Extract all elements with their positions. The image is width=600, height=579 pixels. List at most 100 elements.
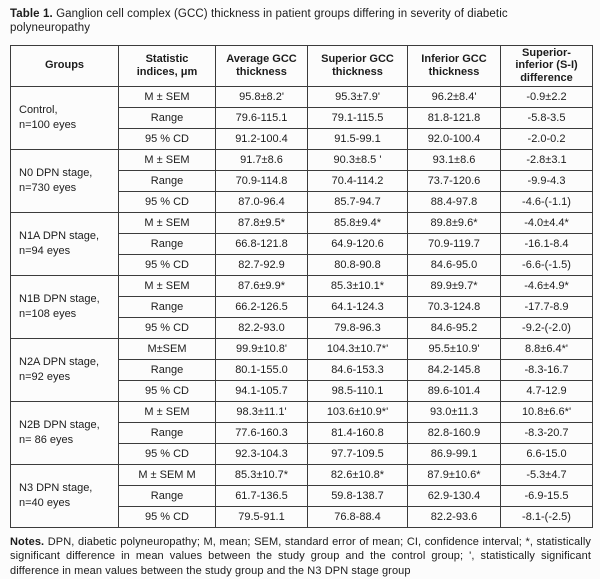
value-cell: 79.6-115.1: [215, 106, 308, 129]
stat-index-cell: Range: [118, 358, 216, 381]
value-cell: 8.8±6.4*': [500, 337, 593, 360]
value-cell: -4.0±4.4*: [500, 211, 593, 234]
group-name-cell: N2B DPN stage, n= 86 eyes: [10, 400, 119, 465]
value-cell: 95.5±10.9': [407, 337, 501, 360]
value-cell: 86.9-99.1: [407, 442, 501, 465]
value-cell: 70.3-124.8: [407, 295, 501, 318]
value-cell: 88.4-97.8: [407, 190, 501, 213]
value-cell: 82.6±10.8*: [307, 463, 408, 486]
header-si-difference: Superior- inferior (S-I) difference: [500, 44, 593, 87]
notes-label: Notes.: [10, 535, 45, 548]
value-cell: -17.7-8.9: [500, 295, 593, 318]
stat-index-cell: Range: [118, 232, 216, 255]
stat-index-cell: Range: [118, 295, 216, 318]
value-cell: 87.8±9.5*: [215, 211, 308, 234]
group-name-cell: N1B DPN stage, n=108 eyes: [10, 274, 119, 339]
group-name-cell: Control, n=100 eyes: [10, 85, 119, 150]
group-name-cell: N2A DPN stage, n=92 eyes: [10, 337, 119, 402]
value-cell: 81.8-121.8: [407, 106, 501, 129]
table-row: Range 66.8-121.8 64.9-120.6 70.9-119.7 -16.1…: [11, 232, 593, 255]
value-cell: 92.0-100.4: [407, 127, 501, 150]
value-cell: 70.9-114.8: [215, 169, 308, 192]
header-superior-gcc: Superior GCC thickness: [307, 44, 408, 87]
value-cell: -8.3-16.7: [500, 358, 593, 381]
stat-index-cell: 95 % CD: [118, 379, 216, 402]
stat-index-cell: 95 % CD: [118, 190, 216, 213]
value-cell: 84.6-95.2: [407, 316, 501, 339]
value-cell: 80.1-155.0: [215, 358, 308, 381]
value-cell: 81.4-160.8: [307, 421, 408, 444]
value-cell: 70.4-114.2: [307, 169, 408, 192]
value-cell: 61.7-136.5: [215, 484, 308, 507]
value-cell: 95.8±8.2': [215, 85, 308, 108]
table-header: Groups Statistic indices, μm Average GCC…: [10, 44, 593, 87]
table-row: N0 DPN stage, n=730 eyes M ± SEM 91.7±8.6 9…: [10, 148, 593, 213]
value-cell: 87.0-96.4: [215, 190, 308, 213]
value-cell: -4.6-(-1.1): [500, 190, 593, 213]
table-row: 95 % CD 94.1-105.7 98.5-110.1 89.6-101.4 4.7…: [11, 379, 593, 402]
value-cell: 98.5-110.1: [307, 379, 408, 402]
table-title: Table 1. Ganglion cell complex (GCC) thi…: [10, 7, 591, 36]
stat-index-cell: Range: [118, 106, 216, 129]
table-row: 95 % CD 79.5-91.1 76.8-88.4 82.2-93.6 -8.1-(…: [11, 505, 593, 528]
value-cell: 80.8-90.8: [307, 253, 408, 276]
value-cell: 70.9-119.7: [407, 232, 501, 255]
value-cell: 79.8-96.3: [307, 316, 408, 339]
value-cell: 91.7±8.6: [215, 148, 308, 171]
value-cell: 104.3±10.7*': [307, 337, 408, 360]
group-name-cell: N0 DPN stage, n=730 eyes: [10, 148, 119, 213]
value-cell: 82.2-93.6: [407, 505, 501, 528]
stat-index-cell: 95 % CD: [118, 127, 216, 150]
value-cell: 73.7-120.6: [407, 169, 501, 192]
value-cell: 64.9-120.6: [307, 232, 408, 255]
value-cell: 79.1-115.5: [307, 106, 408, 129]
stat-index-cell: M ± SEM: [118, 211, 216, 234]
header-inferior-gcc: Inferior GCC thickness: [407, 44, 501, 87]
value-cell: -16.1-8.4: [500, 232, 593, 255]
table-row: Control, n=100 eyes M ± SEM 95.8±8.2' 95.3±…: [10, 85, 593, 150]
stat-index-cell: M ± SEM: [118, 85, 216, 108]
value-cell: 92.3-104.3: [215, 442, 308, 465]
value-cell: 89.9±9.7*: [407, 274, 501, 297]
value-cell: 66.2-126.5: [215, 295, 308, 318]
value-cell: 79.5-91.1: [215, 505, 308, 528]
value-cell: -5.3±4.7: [500, 463, 593, 486]
table-row: 95 % CD 87.0-96.4 85.7-94.7 88.4-97.8 -4.6-(…: [11, 190, 593, 213]
value-cell: 89.8±9.6*: [407, 211, 501, 234]
value-cell: 85.3±10.7*: [215, 463, 308, 486]
stat-index-cell: M ± SEM: [118, 148, 216, 171]
notes-text: DPN, diabetic polyneuropathy; M, mean; S…: [10, 535, 591, 577]
stat-index-cell: Range: [118, 484, 216, 507]
stat-index-cell: Range: [118, 421, 216, 444]
value-cell: 10.8±6.6*': [500, 400, 593, 423]
value-cell: -0.9±2.2: [500, 85, 593, 108]
value-cell: -9.2-(-2.0): [500, 316, 593, 339]
table-row: N2A DPN stage, n=92 eyes M±SEM 99.9±10.8' 1…: [10, 337, 593, 402]
header-groups: Groups: [10, 44, 119, 87]
value-cell: 82.2-93.0: [215, 316, 308, 339]
value-cell: 59.8-138.7: [307, 484, 408, 507]
gcc-thickness-table: Groups Statistic indices, μm Average GCC…: [10, 44, 593, 528]
value-cell: 99.9±10.8': [215, 337, 308, 360]
value-cell: 82.8-160.9: [407, 421, 501, 444]
value-cell: 98.3±11.1': [215, 400, 308, 423]
value-cell: 82.7-92.9: [215, 253, 308, 276]
value-cell: 96.2±8.4': [407, 85, 501, 108]
table-row: 95 % CD 82.2-93.0 79.8-96.3 84.6-95.2 -9.2-(…: [11, 316, 593, 339]
group-name-cell: N3 DPN stage, n=40 eyes: [10, 463, 119, 528]
value-cell: 95.3±7.9': [307, 85, 408, 108]
stat-index-cell: M ± SEM: [118, 274, 216, 297]
table-title-label: Table 1.: [10, 8, 53, 20]
value-cell: 85.8±9.4*: [307, 211, 408, 234]
value-cell: 89.6-101.4: [407, 379, 501, 402]
value-cell: 93.0±11.3: [407, 400, 501, 423]
stat-index-cell: 95 % CD: [118, 442, 216, 465]
value-cell: -5.8-3.5: [500, 106, 593, 129]
value-cell: -6.9-15.5: [500, 484, 593, 507]
value-cell: 91.5-99.1: [307, 127, 408, 150]
value-cell: 85.7-94.7: [307, 190, 408, 213]
stat-index-cell: 95 % CD: [118, 316, 216, 339]
value-cell: 103.6±10.9*': [307, 400, 408, 423]
value-cell: 90.3±8.5 ': [307, 148, 408, 171]
value-cell: -8.1-(-2.5): [500, 505, 593, 528]
